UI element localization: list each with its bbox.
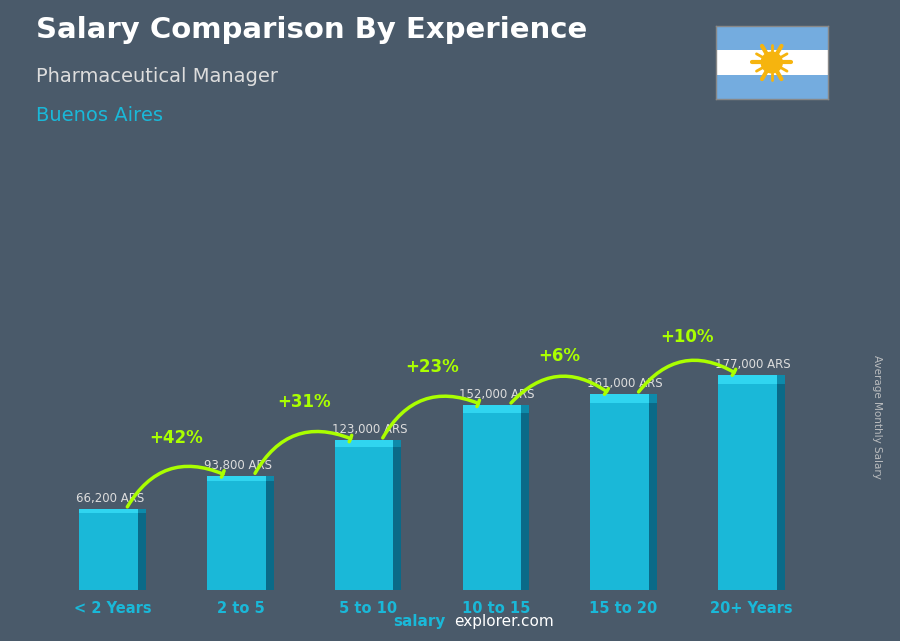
Bar bbox=[79, 510, 138, 590]
Text: 177,000 ARS: 177,000 ARS bbox=[715, 358, 790, 370]
Bar bbox=[521, 405, 529, 590]
Bar bbox=[463, 405, 521, 590]
Bar bbox=[716, 74, 828, 99]
Text: 152,000 ARS: 152,000 ARS bbox=[459, 388, 535, 401]
Bar bbox=[335, 440, 393, 447]
Bar bbox=[718, 375, 777, 590]
Text: 123,000 ARS: 123,000 ARS bbox=[331, 424, 407, 437]
Bar bbox=[393, 440, 401, 447]
Bar bbox=[649, 394, 657, 590]
Bar bbox=[463, 405, 521, 413]
Text: Salary Comparison By Experience: Salary Comparison By Experience bbox=[36, 16, 587, 44]
Bar bbox=[521, 405, 529, 413]
Bar bbox=[590, 394, 649, 403]
Text: +6%: +6% bbox=[539, 347, 580, 365]
Text: 66,200 ARS: 66,200 ARS bbox=[76, 492, 144, 505]
Bar bbox=[266, 476, 274, 590]
Bar bbox=[138, 510, 146, 513]
Circle shape bbox=[763, 54, 780, 71]
Bar bbox=[79, 510, 138, 513]
Text: Pharmaceutical Manager: Pharmaceutical Manager bbox=[36, 67, 278, 87]
Text: Average Monthly Salary: Average Monthly Salary bbox=[872, 354, 883, 479]
Bar bbox=[777, 375, 785, 385]
Text: salary: salary bbox=[393, 615, 446, 629]
Text: Buenos Aires: Buenos Aires bbox=[36, 106, 163, 125]
Bar bbox=[590, 394, 649, 590]
Bar bbox=[207, 476, 266, 481]
Circle shape bbox=[761, 52, 782, 73]
Bar bbox=[716, 26, 828, 51]
Bar bbox=[718, 375, 777, 385]
Bar bbox=[138, 510, 146, 590]
Text: 93,800 ARS: 93,800 ARS bbox=[204, 459, 272, 472]
Text: explorer.com: explorer.com bbox=[454, 615, 554, 629]
Bar bbox=[393, 440, 401, 590]
Bar bbox=[649, 394, 657, 403]
Text: +23%: +23% bbox=[405, 358, 459, 376]
Text: +31%: +31% bbox=[277, 393, 331, 412]
Bar bbox=[335, 440, 393, 590]
Bar bbox=[207, 476, 266, 590]
Text: +42%: +42% bbox=[149, 429, 203, 447]
Bar bbox=[777, 375, 785, 590]
Text: 161,000 ARS: 161,000 ARS bbox=[587, 378, 662, 390]
Bar bbox=[266, 476, 274, 481]
Text: +10%: +10% bbox=[661, 328, 715, 345]
